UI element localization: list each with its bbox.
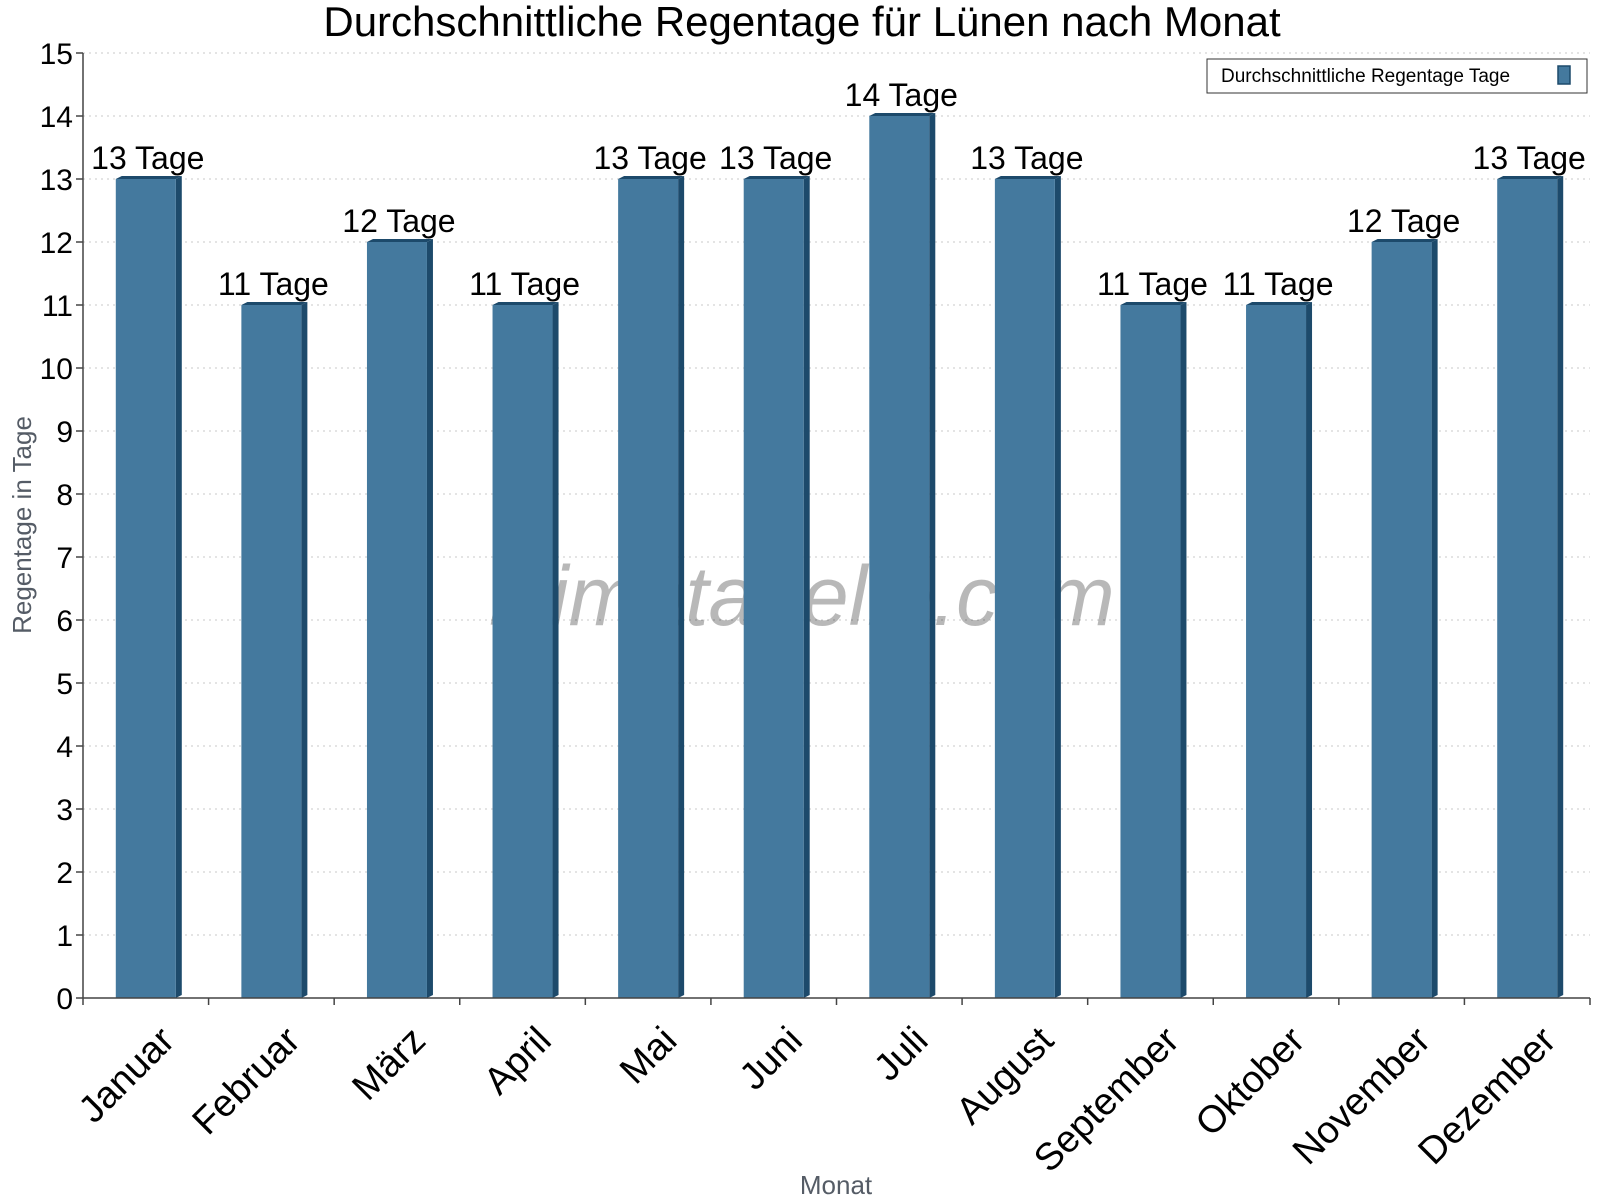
x-tick-label: März xyxy=(345,1019,434,1108)
bar-top xyxy=(618,176,685,179)
bar xyxy=(618,179,679,998)
bar-top xyxy=(743,176,810,179)
chart-title: Durchschnittliche Regentage für Lünen na… xyxy=(323,0,1281,45)
data-labels: 13 Tage 11 Tage 12 Tage 11 Tage 13 Tage 13 Ta… xyxy=(91,77,1586,302)
bar-side xyxy=(175,176,182,998)
bar-top xyxy=(115,176,182,179)
bar-top xyxy=(241,302,308,305)
data-label: 13 Tage xyxy=(593,140,706,176)
bar-januar xyxy=(115,176,182,998)
bar-top xyxy=(1497,176,1564,179)
data-label: 14 Tage xyxy=(845,77,958,113)
bar xyxy=(869,116,930,998)
bar-oktober xyxy=(1246,302,1313,998)
y-tick-label: 13 xyxy=(40,164,73,197)
bar-side xyxy=(1306,302,1313,998)
bar-mai xyxy=(618,176,685,998)
bar xyxy=(1246,305,1307,998)
x-tick-label: April xyxy=(476,1019,559,1102)
y-tick-label: 8 xyxy=(56,479,73,512)
x-tick-label: Juni xyxy=(732,1019,811,1098)
bar-side xyxy=(1054,176,1061,998)
data-label: 11 Tage xyxy=(1097,266,1208,302)
grid-lines xyxy=(83,52,1590,936)
legend-swatch xyxy=(1557,65,1571,85)
bar-top xyxy=(994,176,1061,179)
data-label: 13 Tage xyxy=(91,140,204,176)
x-tick-label: Februar xyxy=(185,1019,309,1143)
bar-side xyxy=(678,176,685,998)
bar-februar xyxy=(241,302,308,998)
legend-label: Durchschnittliche Regentage Tage xyxy=(1221,66,1510,87)
bar-juli xyxy=(869,113,936,998)
y-tick-label: 14 xyxy=(40,101,73,134)
bar-side xyxy=(1180,302,1187,998)
bars xyxy=(115,113,1564,998)
x-tick-label: Oktober xyxy=(1188,1019,1314,1145)
bar xyxy=(743,179,804,998)
legend: Durchschnittliche Regentage Tage xyxy=(1206,58,1588,94)
data-label: 13 Tage xyxy=(970,140,1083,176)
bar xyxy=(241,305,302,998)
bar-juni xyxy=(743,176,810,998)
bar-märz xyxy=(366,239,433,998)
bar-side xyxy=(929,113,936,998)
data-label: 11 Tage xyxy=(469,266,580,302)
x-tick-label: Dezember xyxy=(1411,1019,1565,1173)
bar-april xyxy=(492,302,559,998)
y-tick-label: 3 xyxy=(56,794,73,827)
y-axis-title: Regentage in Tage xyxy=(7,416,37,634)
bar-dezember xyxy=(1497,176,1564,998)
y-tick-label: 11 xyxy=(42,290,73,323)
bar xyxy=(994,179,1055,998)
bar xyxy=(115,179,176,998)
legend-box xyxy=(1206,58,1588,94)
y-tick-label: 9 xyxy=(56,416,73,449)
bar-side xyxy=(803,176,810,998)
x-tick-label: Juli xyxy=(866,1019,936,1089)
axes xyxy=(76,52,1591,1005)
y-tick-label: 12 xyxy=(40,227,73,260)
bar-top xyxy=(869,113,936,116)
data-label: 13 Tage xyxy=(719,140,832,176)
bar-september xyxy=(1120,302,1187,998)
bar-top xyxy=(1246,302,1313,305)
bar xyxy=(366,242,427,998)
bar-top xyxy=(1371,239,1438,242)
x-axis-title: Monat xyxy=(800,1170,873,1200)
y-tick-label: 15 xyxy=(40,38,73,71)
bar-top xyxy=(366,239,433,242)
bar xyxy=(1371,242,1432,998)
data-label: 12 Tage xyxy=(1347,203,1460,239)
data-label: 12 Tage xyxy=(342,203,455,239)
bar-november xyxy=(1371,239,1438,998)
data-label: 11 Tage xyxy=(218,266,329,302)
x-tick-label: Januar xyxy=(71,1019,183,1131)
y-tick-label: 6 xyxy=(56,605,73,638)
y-tick-label: 2 xyxy=(56,857,73,890)
bar-side xyxy=(1431,239,1438,998)
bar-side xyxy=(552,302,559,998)
bar-side xyxy=(1557,176,1564,998)
y-tick-label: 5 xyxy=(56,668,73,701)
bar-top xyxy=(492,302,559,305)
bar xyxy=(1120,305,1181,998)
x-tick-label: Mai xyxy=(612,1019,685,1092)
y-tick-label: 10 xyxy=(40,353,73,386)
y-tick-label: 0 xyxy=(56,983,73,1016)
bar-top xyxy=(1120,302,1187,305)
bar xyxy=(1497,179,1558,998)
bar-side xyxy=(426,239,433,998)
bar-side xyxy=(301,302,308,998)
data-label: 11 Tage xyxy=(1223,266,1334,302)
y-tick-label: 7 xyxy=(56,542,73,575)
bar xyxy=(492,305,553,998)
y-tick-label: 4 xyxy=(56,731,73,764)
bar-august xyxy=(994,176,1061,998)
y-tick-label: 1 xyxy=(56,920,73,953)
data-label: 13 Tage xyxy=(1473,140,1586,176)
x-tick-label: August xyxy=(949,1019,1063,1133)
